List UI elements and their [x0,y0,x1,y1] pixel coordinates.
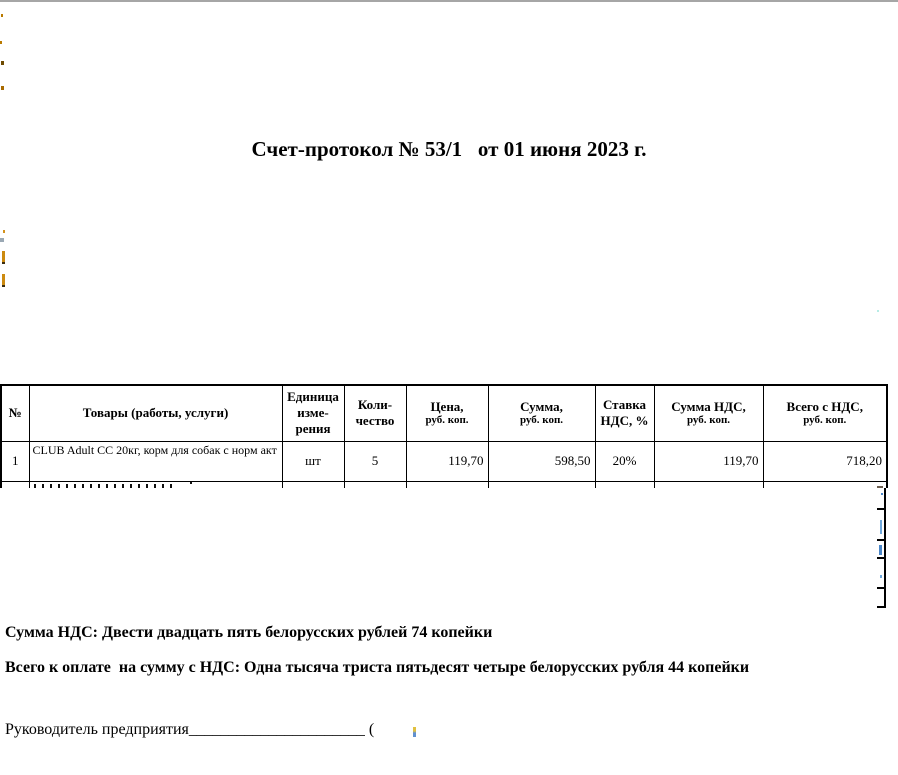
clipped-cell [488,481,596,488]
table-row: 1 CLUB Adult CC 20кг, корм для собак с н… [1,441,888,482]
director-signature-line: Руководитель предприятия________________… [5,721,375,738]
cell-quantity: 5 [344,441,407,482]
col-header-number: № [1,385,30,442]
col-header-label: Товары (работы, услуги) [82,405,229,421]
col-header-goods: Товары (работы, услуги) [29,385,283,442]
clipped-table-border [877,508,886,510]
clipped-row-fragment [33,483,176,488]
clipped-cell [595,481,655,488]
col-header-vat-rate: Ставка НДС, % [595,385,655,442]
clipped-cell [654,481,764,488]
grand-total-in-words: Всего к оплате на сумму с НДС: Одна тыся… [5,659,750,676]
clipped-table-border [884,488,886,608]
clipped-text-fragment [880,575,882,578]
vat-total-in-words: Сумма НДС: Двести двадцать пять белорусс… [5,624,493,641]
col-header-sublabel: руб. коп. [519,414,564,427]
clipped-text-fragment [413,727,416,737]
clipped-text-fragment [3,230,5,233]
document-title: Счет-протокол № 53/1 от 01 июня 2023 г. [251,137,647,161]
col-header-label: Коли- чество [355,397,395,429]
cell-total: 718,20 [763,441,888,482]
cell-unit: шт [282,441,345,482]
col-header-sublabel: руб. коп. [803,414,847,427]
clipped-text-fragment [881,493,883,495]
col-header-quantity: Коли- чество [344,385,407,442]
col-header-label: Всего с НДС, [786,398,863,414]
clipped-row-fragment [190,482,192,484]
col-header-unit: Единица изме- рения [282,385,345,442]
col-header-sublabel: руб. коп. [425,414,469,427]
clipped-text-fragment [2,274,5,287]
clipped-text-fragment [877,310,879,312]
clipped-cell [763,481,888,488]
invoice-items-table: № Товары (работы, услуги) Единица изме- … [0,384,888,488]
window-top-border [0,0,898,2]
clipped-text-fragment [1,14,3,17]
cell-row-number: 1 [1,441,30,482]
cell-vat-rate: 20% [595,441,655,482]
clipped-text-fragment [879,545,882,555]
clipped-cell [282,481,345,488]
clipped-table-border [877,587,886,589]
clipped-text-fragment [880,520,882,534]
cell-amount: 598,50 [488,441,596,482]
col-header-label: № [8,405,22,421]
table-header-row: № Товары (работы, услуги) Единица изме- … [1,385,888,442]
col-header-amount: Сумма, руб. коп. [488,385,596,442]
col-header-total: Всего с НДС, руб. коп. [763,385,888,442]
cell-item-name: CLUB Adult CC 20кг, корм для собак с нор… [29,441,283,482]
cell-vat-amount: 119,70 [654,441,764,482]
clipped-text-fragment [0,41,2,44]
col-header-vat-amount: Сумма НДС, руб. коп. [654,385,764,442]
clipped-table-border [877,539,886,541]
clipped-table-border [877,557,886,559]
clipped-cell [29,481,283,488]
clipped-table-row [1,481,888,488]
col-header-label: Ставка НДС, % [600,397,649,429]
col-header-sublabel: руб. коп. [686,414,731,427]
clipped-text-fragment [1,86,4,90]
col-header-label: Сумма НДС, [671,398,746,414]
clipped-table-border [877,606,886,608]
col-header-price: Цена, руб. коп. [406,385,489,442]
clipped-cell [406,481,489,488]
clipped-text-fragment [0,238,4,242]
cell-price: 119,70 [406,441,489,482]
col-header-label: Единица изме- рения [287,389,339,437]
clipped-cell [344,481,407,488]
clipped-text-fragment [877,486,883,488]
clipped-cell [1,481,30,488]
clipped-text-fragment [1,61,4,65]
clipped-text-fragment [2,251,5,264]
col-header-label: Цена, [430,398,464,414]
col-header-label: Сумма, [520,398,563,414]
